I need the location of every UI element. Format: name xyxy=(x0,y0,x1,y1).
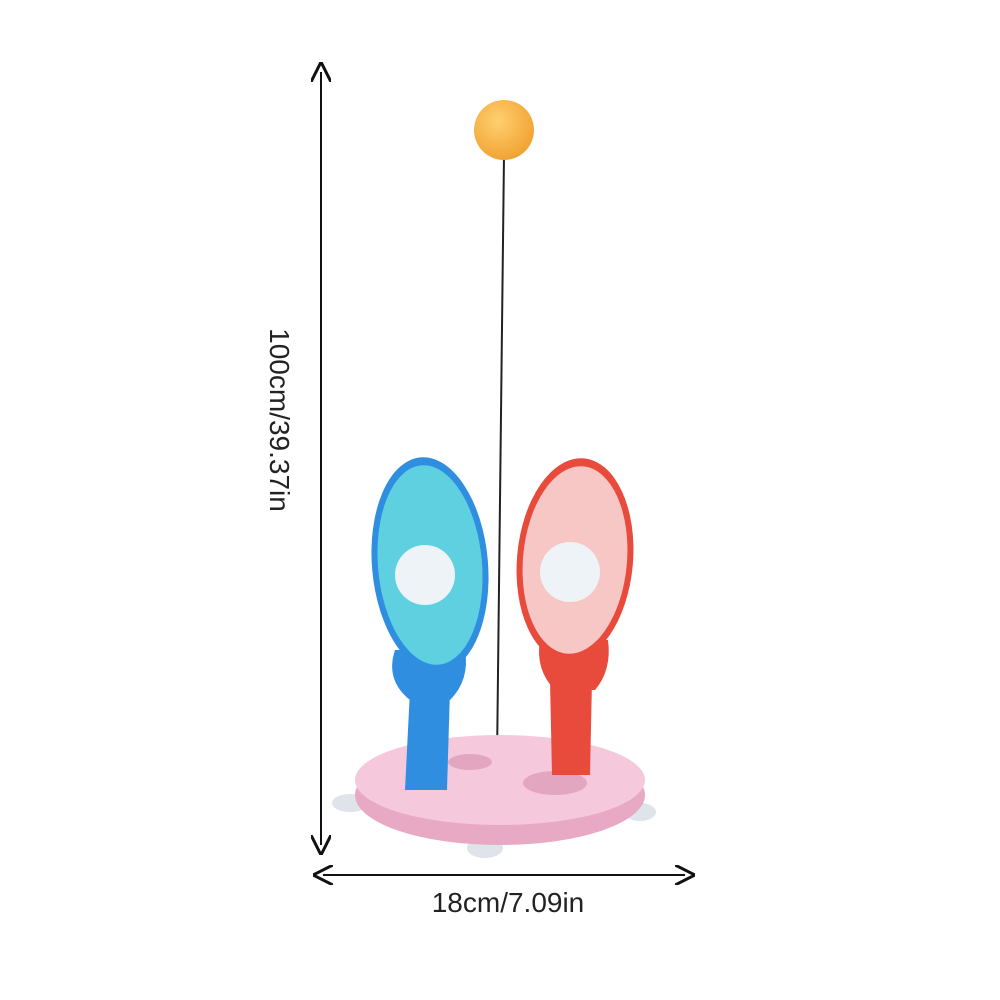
height-label: 100cm/39.37in xyxy=(264,328,295,512)
width-label: 18cm/7.09in xyxy=(432,887,585,918)
product xyxy=(332,100,656,858)
